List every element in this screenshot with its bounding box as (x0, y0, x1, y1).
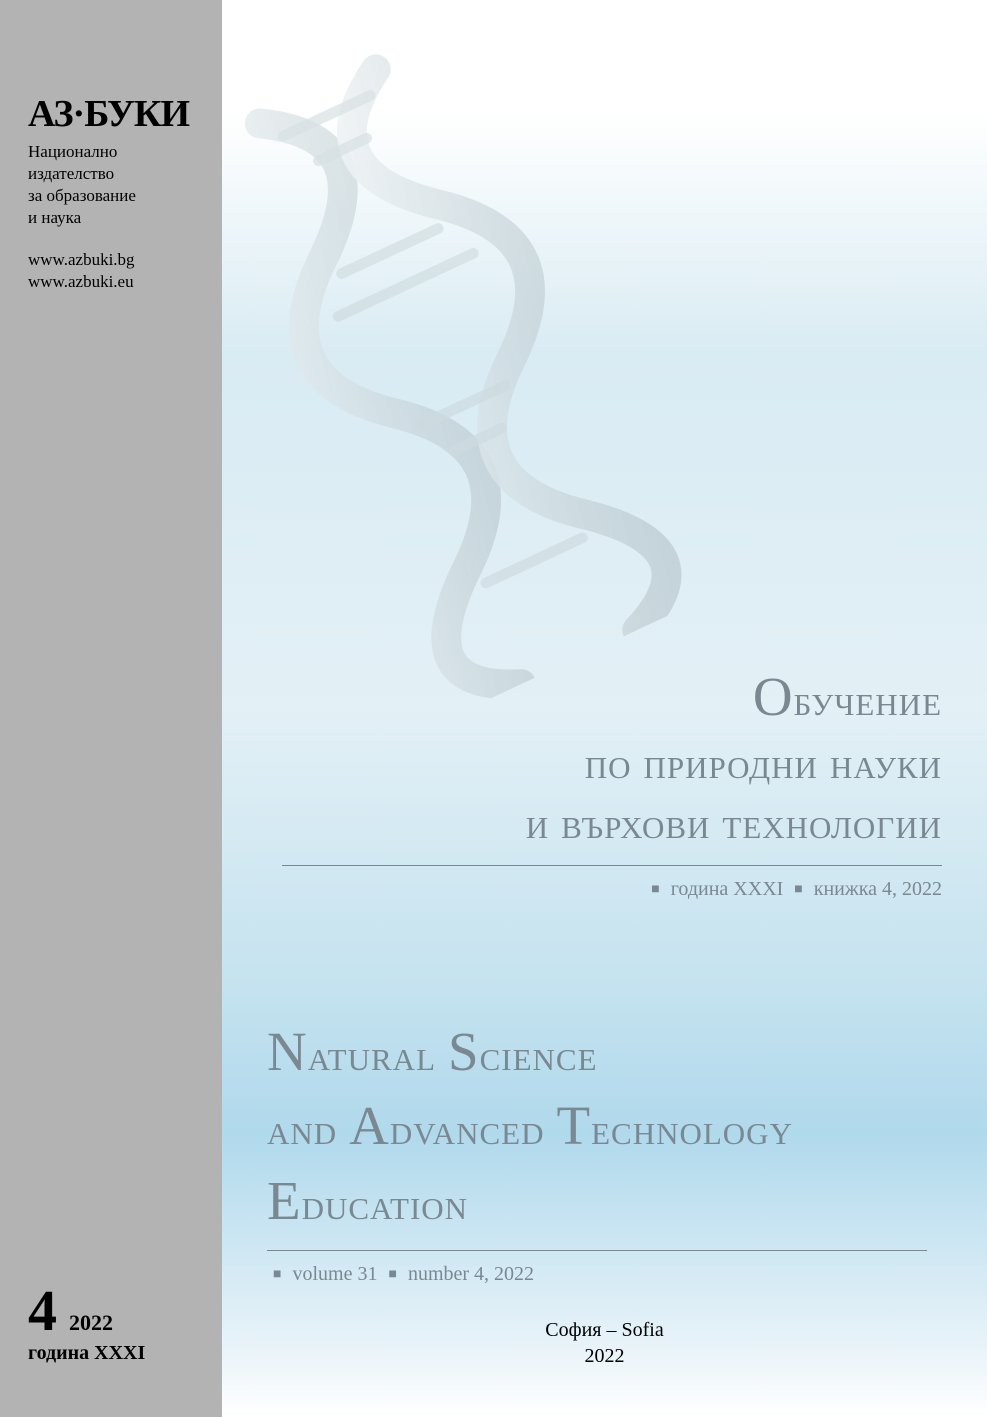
title-text: and (267, 1105, 349, 1154)
issue-number: 4 (28, 1278, 57, 1343)
title-block-english: Natural Science and Advanced Technology … (267, 1015, 927, 1286)
footer-year: 2022 (222, 1343, 987, 1369)
meta-year: година XXXI (671, 878, 784, 900)
title-block-bulgarian: Обучение по природни науки и върхови тех… (282, 660, 942, 901)
title-text: echnology (591, 1105, 793, 1154)
issue-badge: 4 2022 година XXXI (28, 1277, 145, 1365)
bullet-icon: ■ (794, 882, 802, 897)
title-text: и върхови технологии (526, 799, 942, 848)
title-text: ducation (302, 1180, 468, 1229)
issue-volume: година XXXI (28, 1342, 145, 1365)
journal-title-bulgarian: Обучение по природни науки и върхови тех… (282, 660, 942, 853)
title-text: cience (480, 1031, 598, 1080)
meta-english: ■ volume 31 ■ number 4, 2022 (267, 1263, 927, 1286)
title-cap: S (448, 1021, 480, 1082)
title-cap: N (267, 1021, 308, 1082)
publisher-logo: АЗ·БУКИ (28, 95, 194, 133)
bullet-icon: ■ (651, 882, 659, 897)
dna-helix-icon (104, 0, 900, 753)
title-cap: E (267, 1170, 302, 1231)
meta-bulgarian: ■ година XXXI ■ книжка 4, 2022 (282, 878, 942, 901)
title-text: atural (308, 1031, 448, 1080)
main-content: Обучение по природни науки и върхови тех… (222, 0, 987, 1417)
divider-line (282, 865, 942, 866)
meta-issue: книжка 4, 2022 (814, 878, 942, 900)
meta-volume: volume 31 (292, 1263, 377, 1285)
journal-cover: АЗ·БУКИ Национално издателство за образо… (0, 0, 987, 1417)
footer-location: София – Sofia (222, 1317, 987, 1343)
title-cap: T (556, 1095, 591, 1156)
issue-year: 2022 (69, 1310, 113, 1335)
journal-title-english: Natural Science and Advanced Technology … (267, 1015, 927, 1238)
title-text: по природни науки (585, 739, 942, 788)
title-cap: О (753, 666, 794, 727)
title-text: dvanced (390, 1105, 557, 1154)
bullet-icon: ■ (388, 1267, 396, 1282)
meta-number: number 4, 2022 (408, 1263, 534, 1285)
footer: София – Sofia 2022 (222, 1317, 987, 1369)
divider-line (267, 1250, 927, 1251)
title-cap: A (349, 1095, 390, 1156)
title-text: бучение (794, 676, 942, 725)
bullet-icon: ■ (273, 1267, 281, 1282)
